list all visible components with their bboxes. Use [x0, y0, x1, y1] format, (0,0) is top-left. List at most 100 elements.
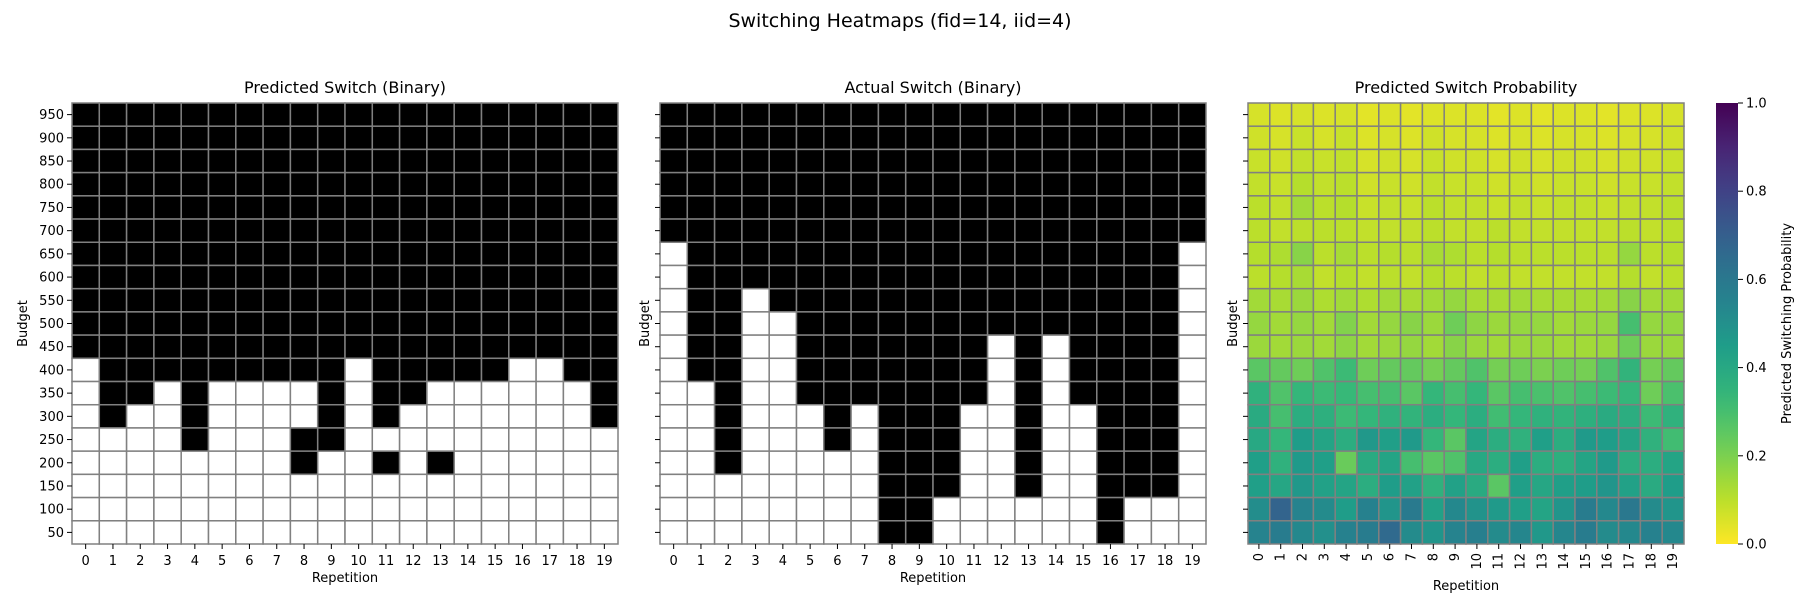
heatmap-cell	[932, 473, 962, 499]
heatmap-cell	[713, 520, 743, 545]
heatmap-cell	[371, 264, 401, 290]
heatmap-cell	[1068, 334, 1098, 360]
heatmap-cell	[1290, 496, 1315, 522]
heatmap-cell	[98, 473, 128, 499]
heatmap-cell	[1096, 125, 1125, 151]
heatmap-cell	[316, 102, 346, 127]
heatmap-cell	[1487, 520, 1511, 545]
heatmap-cell	[153, 264, 182, 290]
heatmap-cell	[453, 171, 483, 197]
heatmap-cell	[1552, 264, 1576, 290]
heatmap-cell	[153, 218, 182, 244]
heatmap-cell	[1421, 218, 1445, 244]
heatmap-cell	[768, 380, 798, 406]
heatmap-cell	[1269, 195, 1293, 220]
x-tick-label: 3	[163, 554, 171, 569]
heatmap-cell	[1487, 148, 1511, 174]
heatmap-cell	[1290, 450, 1315, 476]
heatmap-cell	[289, 125, 319, 151]
x-tick-label: 13	[1535, 553, 1550, 570]
heatmap-cell	[713, 102, 743, 127]
heatmap-cell	[1508, 195, 1533, 220]
heatmap-cell	[1014, 195, 1043, 220]
heatmap-cell	[316, 427, 346, 452]
heatmap-cell	[71, 403, 101, 429]
x-tick-label: 16	[514, 554, 531, 569]
heatmap-cell	[795, 102, 825, 127]
heatmap-cell	[262, 218, 292, 244]
heatmap-cell	[589, 334, 619, 360]
heatmap-cell	[589, 403, 619, 429]
heatmap-cell	[932, 450, 962, 476]
heatmap-cell	[1421, 380, 1445, 406]
heatmap-cell	[1247, 473, 1271, 499]
heatmap-cell	[289, 357, 319, 383]
heatmap-cell	[1312, 496, 1336, 522]
heatmap-cell	[1465, 496, 1489, 522]
heatmap-cell	[1334, 171, 1358, 197]
heatmap-cell	[659, 241, 689, 267]
heatmap-cell	[904, 427, 934, 452]
heatmap-cell	[98, 287, 128, 313]
heatmap-cell	[153, 496, 182, 522]
heatmap-cell	[289, 264, 319, 290]
heatmap-cell	[589, 311, 619, 336]
x-tick-label: 6	[245, 554, 253, 569]
heatmap-cell	[207, 450, 237, 476]
heatmap-cell	[589, 241, 619, 267]
y-tick-label: 150	[39, 479, 64, 494]
y-axis-label: Budget	[638, 300, 653, 347]
heatmap-cell	[686, 334, 716, 360]
heatmap-cell	[904, 450, 934, 476]
x-tick-label: 19	[596, 554, 613, 569]
heatmap-cell	[262, 195, 292, 220]
x-tick-label: 13	[1020, 554, 1037, 569]
heatmap-cell	[1269, 241, 1293, 267]
heatmap-cell	[344, 148, 374, 174]
heatmap-cell	[659, 427, 689, 452]
heatmap-cell	[1508, 473, 1533, 499]
heatmap-cell	[1068, 427, 1098, 452]
x-tick-label: 0	[670, 554, 678, 569]
heatmap-cell	[1312, 427, 1336, 452]
heatmap-cell	[589, 218, 619, 244]
heatmap-cell	[1443, 195, 1467, 220]
heatmap-cell	[1123, 520, 1153, 545]
heatmap-cell	[480, 520, 510, 545]
heatmap-cell	[877, 241, 907, 267]
heatmap-cell	[1421, 311, 1445, 336]
heatmap-cell	[1574, 380, 1598, 406]
heatmap-cell	[795, 334, 825, 360]
heatmap-cell	[850, 287, 880, 313]
heatmap-cell	[850, 334, 880, 360]
heatmap-cell	[686, 264, 716, 290]
heatmap-cell	[480, 287, 510, 313]
heatmap-cell	[180, 218, 210, 244]
heatmap-cell	[344, 125, 374, 151]
heatmap-cell	[713, 195, 743, 220]
heatmap-cell	[1177, 403, 1207, 429]
heatmap-cell	[741, 357, 770, 383]
heatmap-cell	[959, 496, 989, 522]
heatmap-cell	[235, 241, 264, 267]
heatmap-cell	[686, 520, 716, 545]
heatmap-cell	[1617, 125, 1642, 151]
colorbar-tick-label: 0.6	[1746, 273, 1767, 288]
heatmap-cell	[1508, 148, 1533, 174]
heatmap-cell	[1530, 380, 1554, 406]
heatmap-cell	[1552, 496, 1576, 522]
heatmap-cell	[1443, 334, 1467, 360]
heatmap-cell	[1465, 264, 1489, 290]
heatmap-cell	[1290, 171, 1315, 197]
heatmap-cell	[1639, 450, 1663, 476]
heatmap-cell	[316, 496, 346, 522]
heatmap-cell	[398, 125, 428, 151]
heatmap-cell	[180, 171, 210, 197]
x-axis-label: Repetition	[312, 571, 378, 586]
heatmap-cell	[1552, 287, 1576, 313]
heatmap-cell	[371, 380, 401, 406]
heatmap-cell	[508, 520, 537, 545]
heatmap-cell	[1378, 380, 1402, 406]
heatmap-cell	[659, 311, 689, 336]
y-tick-label: 250	[39, 433, 64, 448]
